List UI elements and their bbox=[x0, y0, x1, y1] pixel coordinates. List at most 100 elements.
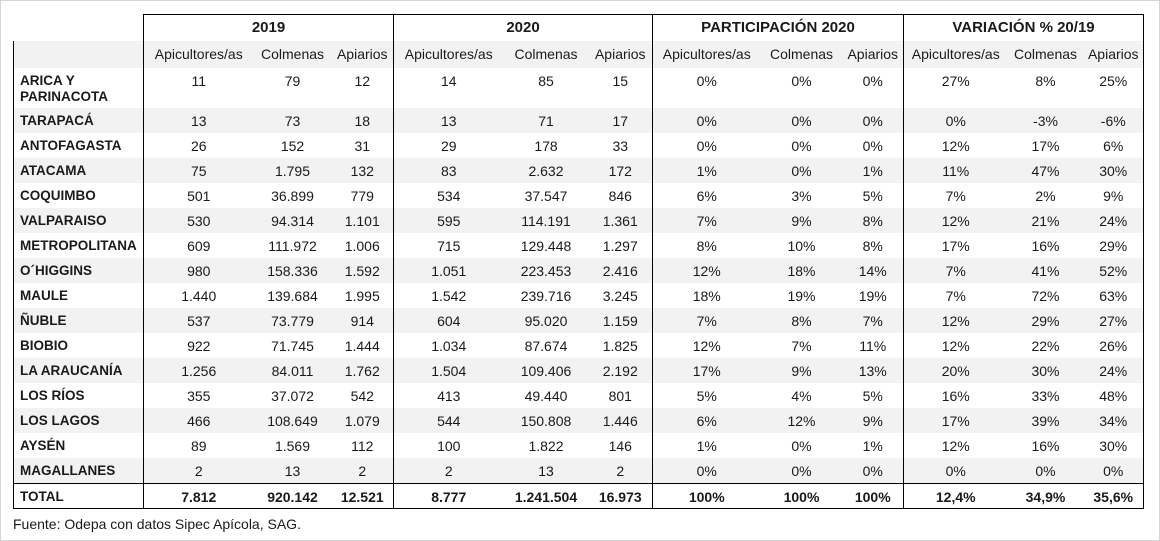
value-cell: 18 bbox=[354, 113, 371, 130]
value-cell: 11% bbox=[859, 338, 887, 355]
value-cell: 112 bbox=[351, 438, 374, 455]
value-cell: 8% bbox=[862, 213, 883, 230]
value-cell: 17% bbox=[903, 233, 1008, 259]
region-cell: ANTOFAGASTA bbox=[13, 133, 144, 159]
value-cell: 109.406 bbox=[520, 363, 572, 380]
value-cell: 7% bbox=[903, 283, 1008, 309]
column-header-apiarios: Apiarios bbox=[588, 40, 653, 68]
value-cell: 12% bbox=[652, 258, 761, 284]
value-cell: 17% bbox=[903, 408, 1008, 434]
value-cell: 36.899 bbox=[271, 188, 314, 205]
value-cell: 8% bbox=[862, 238, 883, 255]
value-cell: 150.808 bbox=[520, 413, 572, 430]
region-cell: ARICA Y PARINACOTA bbox=[13, 67, 144, 109]
value-cell: 30% bbox=[1031, 363, 1060, 380]
value-cell: 609 bbox=[143, 233, 254, 259]
value-cell: 94.314 bbox=[271, 213, 314, 230]
value-cell: 2.192 bbox=[602, 363, 638, 380]
value-cell: 0% bbox=[862, 113, 883, 130]
column-header-colmenas: Colmenas bbox=[503, 40, 589, 68]
value-cell: 920.142 bbox=[267, 488, 318, 505]
value-cell: 47% bbox=[1031, 163, 1060, 180]
value-cell: 7% bbox=[652, 308, 761, 334]
value-cell: 33% bbox=[1031, 388, 1060, 405]
value-cell: 779 bbox=[350, 188, 374, 205]
value-cell: 49.440 bbox=[524, 388, 568, 405]
table-row: MAULE 1.440 139.684 1.995 1.542 239.716 3.245 1… bbox=[13, 283, 1144, 309]
value-cell: 1.101 bbox=[344, 213, 380, 230]
value-cell: 3.245 bbox=[602, 288, 638, 305]
value-cell: 48% bbox=[1083, 383, 1144, 409]
value-cell: 12% bbox=[652, 333, 761, 359]
value-cell: 75 bbox=[143, 158, 254, 184]
value-cell: 95.020 bbox=[524, 313, 568, 330]
value-cell: 801 bbox=[608, 388, 632, 405]
column-header-colmenas: Colmenas bbox=[1007, 40, 1084, 68]
group-header-2019: 2019 bbox=[143, 14, 394, 41]
value-cell: 79 bbox=[284, 72, 301, 89]
value-cell: 355 bbox=[143, 383, 254, 409]
value-cell: 29% bbox=[1083, 233, 1144, 259]
value-cell: 1% bbox=[862, 163, 883, 180]
region-cell: LA ARAUCANÍA bbox=[13, 358, 144, 384]
value-cell: 12% bbox=[787, 413, 816, 430]
value-cell: 0% bbox=[1083, 458, 1144, 484]
value-cell: 8.777 bbox=[393, 483, 504, 509]
value-cell: 12% bbox=[903, 308, 1008, 334]
value-cell: 14 bbox=[393, 67, 504, 109]
value-cell: 100% bbox=[783, 488, 820, 505]
value-cell: 13% bbox=[858, 363, 887, 380]
value-cell: 0% bbox=[862, 463, 883, 480]
value-cell: 172 bbox=[608, 163, 632, 180]
column-header-apicultores-as: Apicultores/as bbox=[903, 40, 1008, 68]
value-cell: 52% bbox=[1083, 258, 1144, 284]
value-cell: 0% bbox=[862, 138, 883, 155]
value-cell: 0% bbox=[903, 108, 1008, 134]
value-cell: 26 bbox=[143, 133, 254, 159]
value-cell: 84.011 bbox=[271, 363, 314, 380]
value-cell: 223.453 bbox=[520, 263, 572, 280]
value-cell: 6% bbox=[1083, 133, 1144, 159]
column-header-apicultores-as: Apicultores/as bbox=[393, 40, 504, 68]
value-cell: 27% bbox=[1083, 308, 1144, 334]
value-cell: 1.440 bbox=[143, 283, 254, 309]
value-cell: 10% bbox=[787, 238, 816, 255]
value-cell: 114.191 bbox=[521, 213, 571, 230]
value-cell: 0% bbox=[791, 138, 812, 155]
table-row: TARAPACÁ 13 73 18 13 71 17 0% 0% 0% 0% -3% -6% bbox=[13, 108, 1144, 134]
value-cell: 111.972 bbox=[268, 238, 317, 255]
value-cell: 1.006 bbox=[344, 238, 380, 255]
value-cell: 466 bbox=[143, 408, 254, 434]
value-cell: 16.973 bbox=[598, 488, 642, 505]
value-cell: 24% bbox=[1083, 358, 1144, 384]
table-row: COQUIMBO 501 36.899 779 534 37.547 846 6% 3% 5% 7%… bbox=[13, 183, 1144, 209]
value-cell: 14% bbox=[858, 263, 887, 280]
value-cell: 1.995 bbox=[344, 288, 380, 305]
value-cell: 100 bbox=[393, 433, 504, 459]
column-header-apiarios: Apiarios bbox=[842, 40, 904, 68]
value-cell: 9% bbox=[1083, 183, 1144, 209]
value-cell: 239.716 bbox=[520, 288, 572, 305]
value-cell: 39% bbox=[1031, 413, 1060, 430]
region-cell: ATACAMA bbox=[13, 158, 144, 184]
table-row: O´HIGGINS 980 158.336 1.592 1.051 223.453 2.41… bbox=[13, 258, 1144, 284]
value-cell: 12% bbox=[903, 433, 1008, 459]
value-cell: 1.241.504 bbox=[514, 488, 578, 505]
value-cell: 2% bbox=[1035, 188, 1056, 205]
value-cell: 1.034 bbox=[393, 333, 504, 359]
table-row: METROPOLITANA 609 111.972 1.006 715 129.448 1.… bbox=[13, 233, 1144, 259]
column-header-row: Apicultores/as Colmenas Apiarios Apicultore… bbox=[13, 40, 1144, 68]
value-cell: 914 bbox=[350, 313, 374, 330]
value-cell: 0% bbox=[652, 108, 761, 134]
column-header-apiarios: Apiarios bbox=[331, 40, 394, 68]
value-cell: 31 bbox=[354, 138, 371, 155]
column-header-apicultores-as: Apicultores/as bbox=[143, 40, 254, 68]
value-cell: 29 bbox=[393, 133, 504, 159]
value-cell: 6% bbox=[652, 183, 761, 209]
value-cell: 0% bbox=[791, 463, 812, 480]
value-cell: 2.632 bbox=[528, 163, 564, 180]
value-cell: 7% bbox=[652, 208, 761, 234]
value-cell: 544 bbox=[393, 408, 504, 434]
region-cell: TOTAL bbox=[13, 483, 144, 509]
value-cell: 72% bbox=[1031, 288, 1060, 305]
